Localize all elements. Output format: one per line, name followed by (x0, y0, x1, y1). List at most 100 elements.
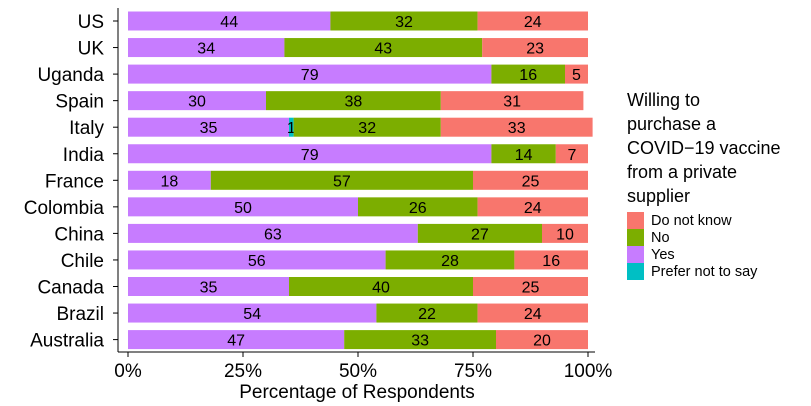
data-label-uganda-yes: 79 (301, 67, 319, 84)
data-label-italy-do-not-know: 33 (508, 120, 526, 137)
legend-title-line: purchase a (627, 114, 717, 134)
data-label-spain-no: 38 (345, 94, 363, 111)
bar-france-do-not-know (473, 170, 588, 190)
bar-italy-do-not-know (440, 117, 593, 137)
legend-swatch-prefer-not-to-say (627, 263, 644, 280)
legend-label-do-not-know: Do not know (651, 213, 732, 229)
legend-label-no: No (651, 230, 670, 246)
category-label-australia: Australia (30, 331, 104, 352)
data-label-france-do-not-know: 25 (522, 173, 540, 190)
data-label-australia-no: 33 (411, 333, 429, 350)
bar-uganda-no (491, 64, 565, 84)
data-label-india-no: 14 (515, 147, 533, 164)
bar-france-no (210, 170, 474, 190)
category-label-brazil: Brazil (56, 304, 104, 325)
data-label-uk-no: 43 (374, 41, 392, 58)
category-label-spain: Spain (55, 92, 104, 113)
bar-brazil-yes (128, 303, 377, 323)
x-tick-label-0: 0% (114, 361, 142, 382)
data-label-colombia-do-not-know: 24 (524, 200, 542, 217)
bar-china-no (417, 223, 542, 243)
data-label-italy-prefer-not-to-say: 1 (287, 120, 296, 137)
legend-swatch-no (627, 229, 644, 246)
data-label-italy-yes: 35 (200, 120, 218, 137)
bar-india-yes (128, 144, 492, 164)
data-label-china-yes: 63 (264, 226, 282, 243)
bar-china-yes (128, 223, 418, 243)
x-tick-label-4: 100% (564, 361, 613, 382)
legend-title-line: COVID−19 vaccine (627, 138, 781, 158)
bar-canada-no (289, 277, 473, 296)
category-label-canada: Canada (37, 278, 104, 299)
data-label-uganda-no: 16 (519, 67, 537, 84)
category-label-chile: Chile (61, 251, 104, 272)
x-tick-label-1: 25% (224, 361, 262, 382)
bar-canada-yes (128, 277, 289, 296)
data-label-us-do-not-know: 24 (524, 14, 542, 31)
data-label-india-yes: 79 (301, 147, 319, 164)
bar-france-yes (128, 170, 211, 190)
data-label-spain-do-not-know: 31 (503, 94, 521, 111)
bar-australia-no (344, 330, 496, 350)
data-label-australia-do-not-know: 20 (533, 333, 551, 350)
bar-uk-yes (128, 38, 285, 58)
data-label-brazil-yes: 54 (243, 306, 261, 323)
bar-spain-do-not-know (440, 91, 584, 111)
bar-brazil-do-not-know (477, 303, 588, 323)
data-label-china-do-not-know: 10 (556, 226, 574, 243)
legend-swatch-do-not-know (627, 212, 644, 229)
data-label-france-yes: 18 (161, 173, 179, 190)
bar-us-no (330, 11, 478, 31)
data-label-chile-do-not-know: 16 (542, 253, 560, 270)
data-label-brazil-do-not-know: 24 (524, 306, 542, 323)
bar-india-do-not-know (555, 144, 588, 164)
x-tick-label-3: 75% (454, 361, 492, 382)
data-label-colombia-no: 26 (409, 200, 427, 217)
data-label-chile-no: 28 (441, 253, 459, 270)
category-label-china: China (54, 224, 104, 245)
data-label-uganda-do-not-know: 5 (572, 67, 581, 84)
data-label-canada-do-not-know: 25 (522, 280, 540, 297)
legend-swatch-yes (627, 246, 644, 263)
bar-uganda-yes (128, 64, 492, 84)
data-label-canada-no: 40 (372, 280, 390, 297)
x-axis-title: Percentage of Respondents (239, 382, 475, 403)
bar-chile-no (385, 250, 515, 270)
bar-us-do-not-know (477, 11, 588, 31)
data-label-spain-yes: 30 (188, 94, 206, 111)
legend-title-line: supplier (627, 186, 690, 206)
category-label-uk: UK (78, 39, 105, 60)
category-label-us: US (78, 12, 104, 33)
category-label-india: India (63, 145, 105, 166)
bar-colombia-yes (128, 197, 358, 217)
data-label-uk-do-not-know: 23 (526, 41, 544, 58)
category-label-italy: Italy (69, 118, 104, 139)
bar-uk-do-not-know (482, 38, 588, 58)
bar-china-do-not-know (542, 223, 588, 243)
bar-canada-do-not-know (473, 277, 588, 296)
bar-india-no (491, 144, 556, 164)
category-label-france: France (45, 171, 104, 192)
data-label-brazil-no: 22 (418, 306, 436, 323)
bar-australia-yes (128, 330, 345, 350)
bar-australia-do-not-know (496, 330, 588, 350)
x-tick-label-2: 50% (339, 361, 377, 382)
data-label-us-no: 32 (395, 14, 413, 31)
data-label-italy-no: 32 (358, 120, 376, 137)
bar-italy-yes (128, 117, 289, 137)
y-axis-labels: US UK Uganda Spain Italy India France Colombia C… (24, 12, 118, 352)
bar-colombia-do-not-know (477, 197, 588, 217)
legend-title-line: Willing to (627, 90, 700, 110)
data-label-us-yes: 44 (220, 14, 238, 31)
bar-chile-do-not-know (514, 250, 588, 270)
bar-chile-yes (128, 250, 386, 270)
category-label-uganda: Uganda (37, 65, 104, 86)
bar-spain-no (266, 91, 441, 111)
legend-title-line: from a private (627, 162, 737, 182)
legend: Willing to purchase a COVID−19 vaccine from… (627, 90, 781, 280)
bar-spain-yes (128, 91, 266, 111)
data-label-uk-yes: 34 (197, 41, 215, 58)
bar-uganda-do-not-know (565, 64, 588, 84)
data-label-chile-yes: 56 (248, 253, 266, 270)
